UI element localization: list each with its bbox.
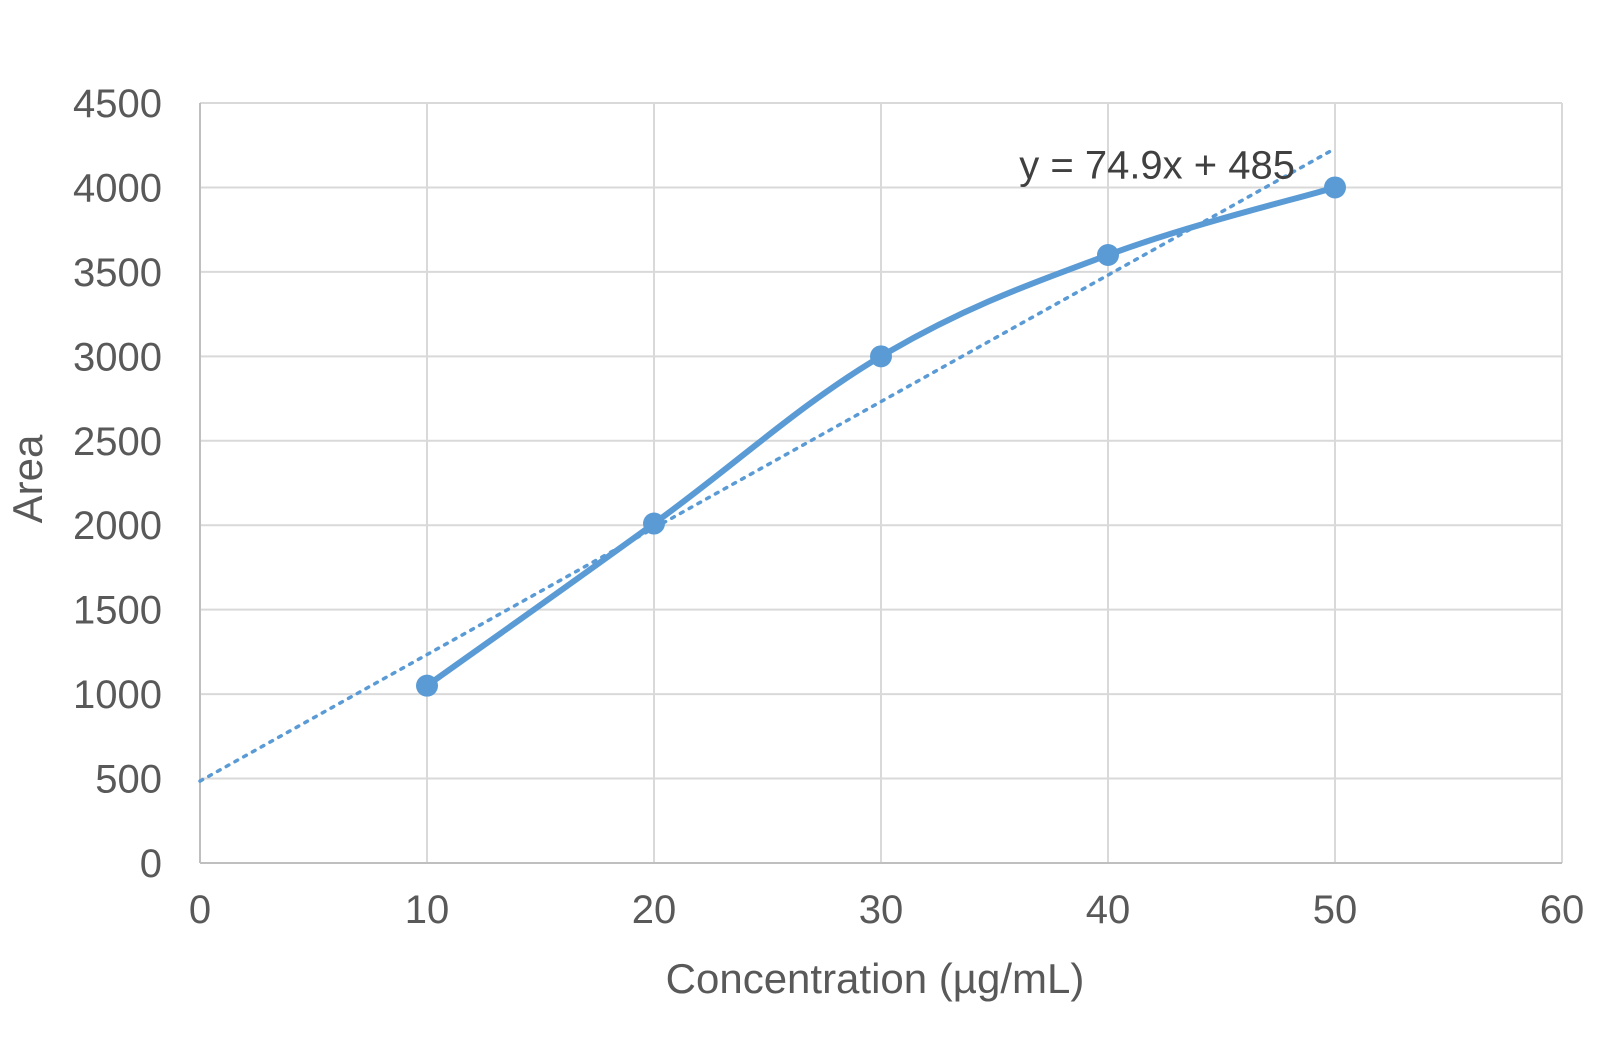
grid: [199, 102, 1563, 864]
x-tick-label: 50: [1313, 888, 1358, 932]
y-tick-label: 2000: [73, 504, 162, 548]
y-tick-label: 4500: [73, 82, 162, 126]
y-tick-label: 3000: [73, 335, 162, 379]
y-tick-label: 500: [95, 758, 162, 802]
data-point: [1324, 176, 1346, 199]
data-point: [643, 512, 665, 535]
x-tick-label: 40: [1086, 888, 1131, 932]
data-point: [1097, 244, 1119, 266]
trendline-line: [198, 146, 1337, 783]
y-tick-label: 3500: [73, 251, 162, 295]
y-axis-title: Area: [4, 434, 51, 523]
y-tick-label: 2500: [73, 420, 162, 464]
y-tick-label: 1000: [73, 673, 162, 717]
trendline: [198, 146, 1337, 783]
x-tick-label: 30: [859, 888, 904, 932]
x-tick-label: 60: [1540, 888, 1585, 932]
y-tick-label: 0: [140, 842, 162, 886]
series: [416, 176, 1346, 697]
axes: [199, 103, 1562, 864]
y-tick-label: 1500: [73, 589, 162, 633]
x-tick-label: 20: [632, 888, 677, 932]
x-tick-label: 10: [405, 888, 450, 932]
x-tick-label: 0: [189, 888, 211, 932]
trendline-equation: y = 74.9x + 485: [1019, 144, 1295, 188]
labels: 0 500 1000 1500 2000 2500 3000 3500 4000 4500 0 10 2…: [4, 82, 1584, 1002]
data-point: [416, 674, 438, 697]
x-axis-title: Concentration (µg/mL): [666, 955, 1085, 1002]
data-point: [870, 345, 892, 368]
y-tick-label: 4000: [73, 166, 162, 210]
